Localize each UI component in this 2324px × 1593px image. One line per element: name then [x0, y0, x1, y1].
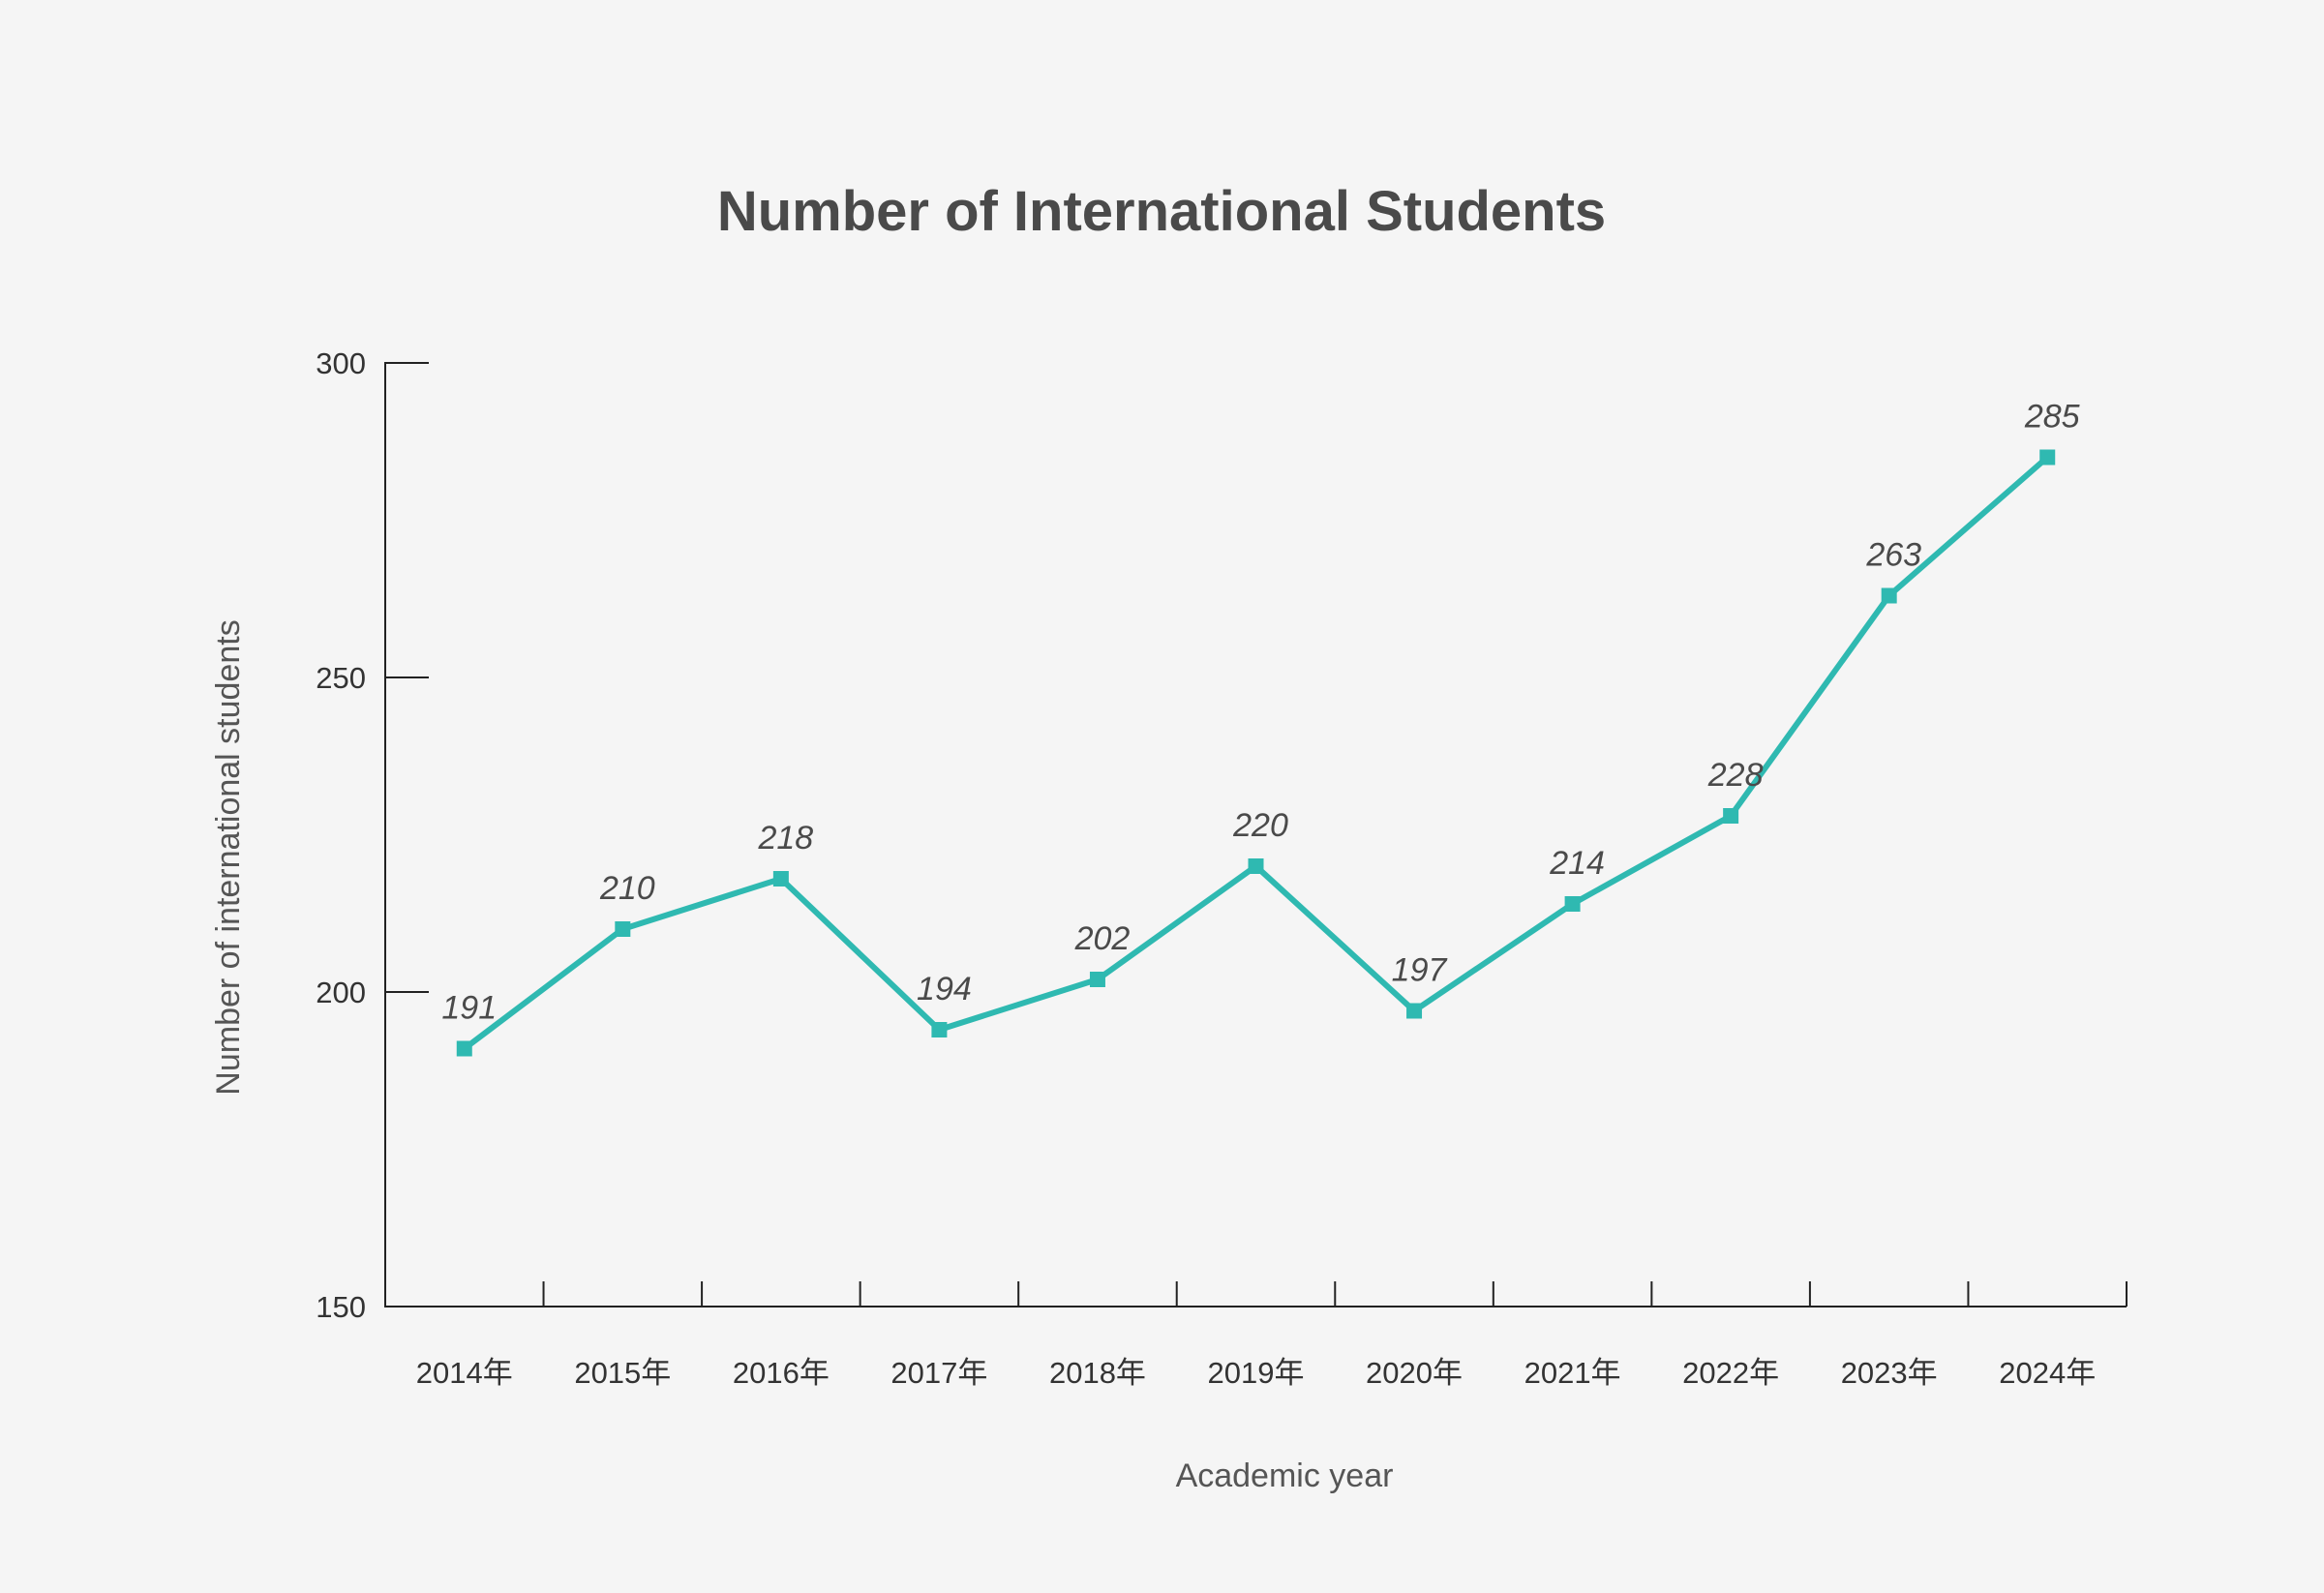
y-tick-label: 200: [316, 976, 366, 1009]
data-point-marker: [1406, 1003, 1423, 1019]
y-tick-label: 250: [316, 661, 366, 695]
data-label: 218: [757, 820, 813, 857]
data-label: 191: [441, 990, 497, 1027]
y-tick-label: 150: [316, 1290, 366, 1324]
data-label: 194: [917, 971, 972, 1007]
axes: [384, 363, 2127, 1307]
x-tick-label: 2017年: [890, 1356, 987, 1390]
x-tick-label: 2024年: [1999, 1356, 2096, 1390]
x-tick-label: 2020年: [1366, 1356, 1463, 1390]
data-point-marker: [456, 1040, 472, 1057]
x-axis-label: Academic year: [1176, 1458, 1394, 1494]
y-tick-label: 300: [316, 346, 366, 380]
x-tick-label: 2015年: [574, 1356, 671, 1390]
data-label: 210: [599, 870, 655, 907]
series-group: [461, 454, 2051, 1052]
x-tick-label: 2022年: [1682, 1356, 1779, 1390]
data-point-marker: [772, 871, 789, 887]
data-point-marker: [1089, 972, 1105, 987]
y-ticks: 150 200 250 300: [316, 346, 429, 1324]
x-tick-label: 2014年: [416, 1356, 513, 1390]
series-line: [461, 454, 2051, 1052]
data-point-marker: [931, 1022, 948, 1037]
data-labels-group: 191 210 218 194 202 220 197 214 228 263 285: [441, 399, 2079, 1027]
x-tick-label: 2023年: [1841, 1356, 1938, 1390]
data-point-marker: [1564, 896, 1581, 912]
x-tick-label: 2021年: [1524, 1356, 1621, 1390]
data-label: 285: [2024, 399, 2080, 436]
data-point-marker: [615, 921, 631, 937]
markers-group: [456, 449, 2056, 1057]
data-label: 197: [1392, 952, 1448, 989]
data-label: 214: [1549, 845, 1605, 882]
data-label: 263: [1865, 537, 1921, 574]
chart-title: Number of International Students: [717, 180, 1606, 243]
x-tick-label: 2016年: [733, 1356, 830, 1390]
x-tick-label: 2019年: [1208, 1356, 1305, 1390]
data-label: 220: [1232, 807, 1288, 844]
data-point-marker: [1248, 858, 1264, 874]
data-point-marker: [1881, 587, 1897, 604]
data-label: 228: [1707, 757, 1764, 794]
y-axis-label: Number of international students: [210, 619, 247, 1095]
x-ticks: 2014年 2015年 2016年 2017年 2018年 2019年 2020年 2021年…: [416, 1281, 2128, 1390]
data-point-marker: [2039, 449, 2056, 466]
x-tick-label: 2018年: [1049, 1356, 1146, 1390]
data-label: 202: [1074, 920, 1131, 957]
data-point-marker: [1723, 808, 1739, 824]
